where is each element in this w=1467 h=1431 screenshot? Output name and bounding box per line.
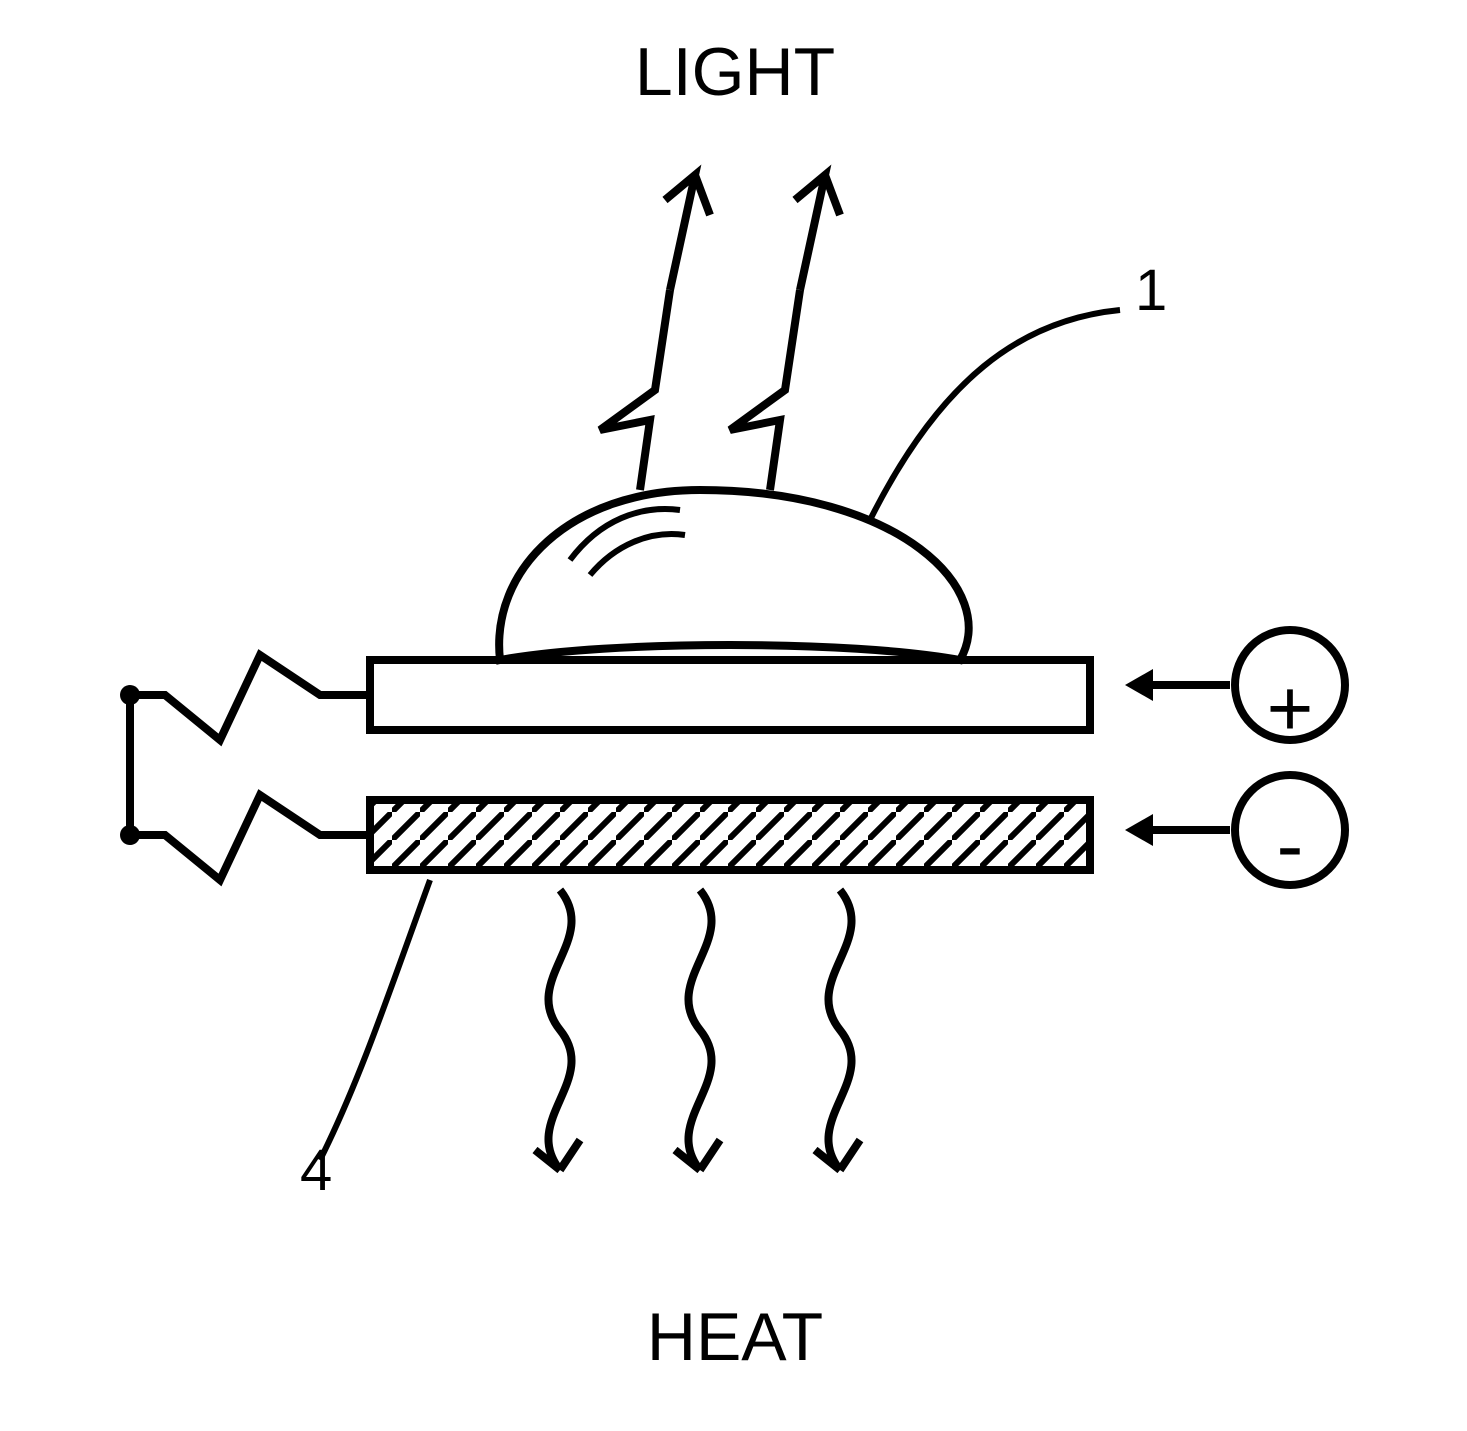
leader-line-4 bbox=[320, 880, 430, 1160]
minus-arrow bbox=[1125, 814, 1230, 846]
ref-number-1: 1 bbox=[1135, 258, 1167, 323]
left-lead-dot-bottom bbox=[120, 825, 140, 845]
led-dome bbox=[499, 490, 969, 660]
heat-wave-1-head bbox=[535, 1140, 580, 1170]
label-heat: HEAT bbox=[647, 1299, 823, 1375]
leader-line-1 bbox=[870, 310, 1120, 520]
minus-symbol: - bbox=[1277, 801, 1304, 890]
bottom-hatched-rect bbox=[370, 800, 1090, 870]
light-arrow-2-head bbox=[795, 175, 840, 290]
heat-wave-2-head bbox=[675, 1140, 720, 1170]
left-lead-top-zigzag bbox=[130, 655, 370, 740]
plus-symbol: + bbox=[1267, 664, 1314, 753]
light-arrow-1-head bbox=[665, 175, 710, 290]
heat-wave-3 bbox=[828, 890, 851, 1170]
light-arrow-1-zig bbox=[600, 290, 670, 490]
top-substrate-rect bbox=[370, 660, 1090, 730]
plus-arrow bbox=[1125, 669, 1230, 701]
label-light: LIGHT bbox=[635, 34, 835, 110]
ref-number-4: 4 bbox=[300, 1138, 332, 1203]
heat-wave-1 bbox=[548, 890, 571, 1170]
heat-wave-2 bbox=[688, 890, 711, 1170]
left-lead-bottom-zigzag bbox=[130, 795, 370, 880]
heat-wave-3-head bbox=[815, 1140, 860, 1170]
light-arrow-2-zig bbox=[730, 290, 800, 490]
left-lead-dot-top bbox=[120, 685, 140, 705]
